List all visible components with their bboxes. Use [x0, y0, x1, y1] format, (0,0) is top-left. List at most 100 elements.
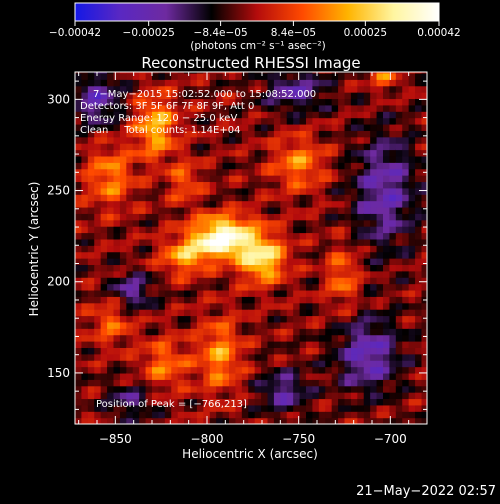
heatmap-cell: [389, 200, 397, 208]
heatmap-cell: [235, 289, 243, 297]
heatmap-cell: [370, 98, 378, 106]
heatmap-cell: [370, 258, 378, 266]
heatmap-cell: [299, 226, 307, 234]
heatmap-cell: [318, 143, 326, 151]
heatmap-cell: [100, 328, 108, 336]
heatmap-cell: [267, 258, 275, 266]
heatmap-cell: [196, 360, 204, 368]
heatmap-cell: [222, 130, 230, 138]
heatmap-cell: [184, 98, 192, 106]
heatmap-cell: [370, 111, 378, 119]
heatmap-cell: [312, 162, 320, 170]
heatmap-cell: [107, 270, 115, 278]
heatmap-cell: [87, 238, 95, 246]
heatmap-cell: [261, 123, 269, 131]
heatmap-cell: [350, 245, 358, 253]
heatmap-cell: [216, 72, 224, 74]
heatmap-cell: [190, 206, 198, 214]
heatmap-cell: [113, 251, 121, 259]
heatmap-cell: [402, 162, 410, 170]
heatmap-cell: [280, 334, 288, 342]
heatmap-cell: [235, 162, 243, 170]
heatmap-cells: [75, 72, 427, 424]
heatmap-cell: [363, 92, 371, 100]
heatmap-cell: [190, 72, 198, 74]
heatmap-cell: [363, 321, 371, 329]
heatmap-cell: [376, 117, 384, 125]
heatmap-cell: [171, 123, 179, 131]
heatmap-cell: [299, 130, 307, 138]
heatmap-cell: [357, 328, 365, 336]
heatmap-cell: [145, 194, 153, 202]
x-tick-label: −700: [374, 432, 407, 446]
heatmap-cell: [389, 277, 397, 285]
heatmap-cell: [421, 366, 427, 374]
heatmap-cell: [248, 92, 256, 100]
heatmap-cell: [344, 206, 352, 214]
heatmap-cell: [222, 404, 230, 412]
heatmap-cell: [376, 315, 384, 323]
heatmap-cell: [338, 328, 346, 336]
heatmap-cell: [312, 117, 320, 125]
heatmap-cell: [318, 309, 326, 317]
heatmap-cell: [190, 385, 198, 393]
heatmap-cell: [229, 321, 237, 329]
heatmap-cell: [222, 315, 230, 323]
heatmap-cell: [376, 149, 384, 157]
heatmap-cell: [94, 302, 102, 310]
heatmap-cell: [235, 155, 243, 163]
heatmap-cell: [350, 321, 358, 329]
heatmap-cell: [145, 98, 153, 106]
heatmap-cell: [299, 264, 307, 272]
heatmap-cell: [94, 404, 102, 412]
heatmap-cell: [196, 302, 204, 310]
heatmap-cell: [158, 360, 166, 368]
heatmap-cell: [306, 232, 314, 240]
heatmap-cell: [119, 123, 127, 131]
heatmap-cell: [190, 392, 198, 400]
heatmap-cell: [190, 417, 198, 424]
heatmap-cell: [415, 334, 423, 342]
heatmap-cell: [415, 283, 423, 291]
heatmap-cell: [87, 104, 95, 112]
heatmap-cell: [177, 219, 185, 227]
heatmap-cell: [357, 200, 365, 208]
heatmap-cell: [152, 72, 160, 74]
heatmap-cell: [402, 296, 410, 304]
heatmap-cell: [113, 79, 121, 87]
heatmap-cell: [196, 123, 204, 131]
heatmap-cell: [229, 347, 237, 355]
heatmap-cell: [158, 309, 166, 317]
heatmap-cell: [267, 162, 275, 170]
heatmap-cell: [81, 187, 89, 195]
heatmap-cell: [235, 181, 243, 189]
heatmap-cell: [107, 353, 115, 361]
heatmap-cell: [318, 85, 326, 93]
heatmap-cell: [293, 245, 301, 253]
heatmap-cell: [318, 175, 326, 183]
heatmap-cell: [87, 123, 95, 131]
heatmap-cell: [139, 321, 147, 329]
heatmap-cell: [145, 136, 153, 144]
heatmap-cell: [376, 200, 384, 208]
heatmap-cell: [113, 315, 121, 323]
heatmap-cell: [325, 187, 333, 195]
heatmap-cell: [81, 251, 89, 259]
heatmap-cell: [100, 175, 108, 183]
heatmap-cell: [261, 321, 269, 329]
heatmap-cell: [254, 238, 262, 246]
heatmap-cell: [75, 398, 83, 406]
heatmap-cell: [273, 411, 281, 419]
heatmap-cell: [408, 309, 416, 317]
colorbar-unit-label: (photons cm⁻² s⁻¹ asec⁻²): [190, 40, 325, 52]
heatmap-cell: [139, 98, 147, 106]
heatmap-cell: [222, 366, 230, 374]
heatmap-cell: [286, 258, 294, 266]
y-tick-label: 250: [47, 184, 70, 198]
heatmap-cell: [261, 341, 269, 348]
heatmap-cell: [184, 404, 192, 412]
heatmap-cell: [241, 366, 249, 374]
heatmap-cell: [344, 104, 352, 112]
heatmap-cell: [389, 117, 397, 125]
heatmap-cell: [421, 264, 427, 272]
